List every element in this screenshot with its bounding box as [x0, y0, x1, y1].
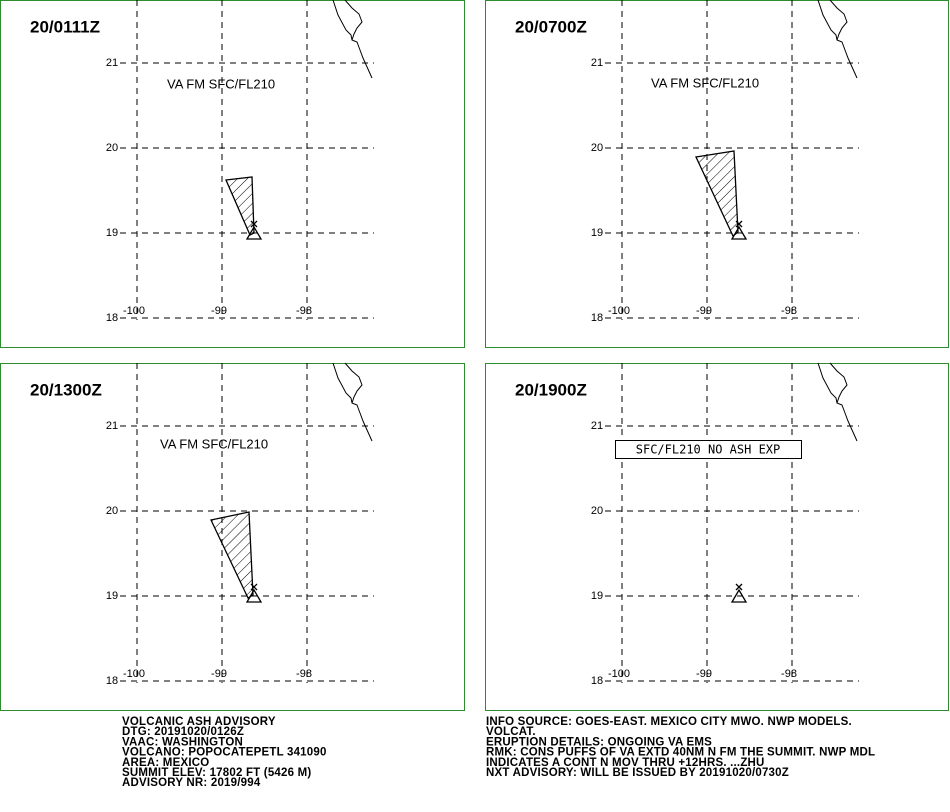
advisory-line: DTG: 20191020/0126Z — [122, 726, 244, 738]
advisory-line: VOLCAT. — [486, 726, 536, 738]
panel-frame — [485, 0, 949, 348]
ash-cloud — [695, 150, 739, 238]
lat-label: 19 — [106, 590, 118, 602]
lon-label: -99 — [211, 305, 227, 317]
lat-label: 19 — [591, 227, 603, 239]
advisory-line: VAAC: WASHINGTON — [122, 736, 243, 748]
panel-frame — [0, 0, 465, 348]
ash-cloud — [210, 511, 254, 599]
map-panel: 21 20 19 18 -100 -99 -98 20/0700Z VA FM SFC/FL21… — [485, 0, 949, 348]
lat-label: 19 — [106, 227, 118, 239]
lat-label: 19 — [591, 590, 603, 602]
lon-label: -99 — [696, 305, 712, 317]
valid-time: 20/0111Z — [30, 17, 100, 36]
advisory-line: NXT ADVISORY: WILL BE ISSUED BY 20191020… — [486, 767, 789, 779]
valid-time: 20/0700Z — [515, 17, 587, 36]
volcano-mark — [250, 220, 258, 228]
advisory-line: ERUPTION DETAILS: ONGOING VA EMS — [486, 736, 712, 748]
lon-label: -100 — [608, 668, 630, 680]
advisory-line: AREA: MEXICO — [122, 757, 209, 769]
volcano-symbol — [730, 225, 748, 240]
lat-label: 21 — [106, 57, 118, 69]
map-panel: 21 20 19 18 -100 -99 -98 20/1300Z VA FM SFC/FL21… — [0, 362, 465, 711]
lat-label: 20 — [106, 142, 118, 154]
lon-label: -100 — [123, 668, 145, 680]
lat-label: 18 — [106, 312, 118, 324]
coastline — [829, 0, 848, 41]
lon-label: -98 — [296, 305, 312, 317]
lat-label: 20 — [591, 142, 603, 154]
panel-frame — [0, 363, 465, 711]
no-ash-label: SFC/FL210 NO ASH EXP — [636, 443, 781, 457]
lon-label: -98 — [296, 668, 312, 680]
lat-label: 18 — [591, 312, 603, 324]
panel-frame — [485, 363, 949, 711]
volcano-symbol — [730, 588, 748, 603]
advisory-line: ADVISORY NR: 2019/994 — [122, 777, 261, 789]
advisory-line: SUMMIT ELEV: 17802 FT (5426 M) — [122, 767, 311, 779]
advisory-line: VOLCANO: POPOCATEPETL 341090 — [122, 747, 327, 759]
map-panel: 21 20 19 18 -100 -99 -98 20/1900Z SFC/FL210 NO A… — [485, 362, 949, 711]
coastline — [344, 362, 363, 404]
lon-label: -99 — [211, 668, 227, 680]
lat-label: 20 — [591, 505, 603, 517]
valid-time: 20/1900Z — [515, 380, 587, 399]
lon-label: -100 — [123, 305, 145, 317]
advisory-line: INFO SOURCE: GOES-EAST. MEXICO CITY MWO.… — [486, 716, 852, 728]
lat-label: 18 — [591, 675, 603, 687]
lon-label: -98 — [781, 668, 797, 680]
volcano-mark — [735, 220, 743, 228]
ash-cloud — [225, 176, 255, 236]
volcano-mark — [250, 583, 258, 591]
lat-label: 21 — [591, 420, 603, 432]
lat-label: 20 — [106, 505, 118, 517]
lat-label: 18 — [106, 675, 118, 687]
valid-time: 20/1300Z — [30, 380, 102, 399]
lon-label: -99 — [696, 668, 712, 680]
advisory-line: VOLCANIC ASH ADVISORY — [122, 716, 276, 728]
lon-label: -98 — [781, 305, 797, 317]
map-panel: 21 20 19 18 -100 -99 -98 20/0111Z VA FM SFC/FL21… — [0, 0, 465, 348]
coastline — [344, 0, 363, 41]
ash-label: VA FM SFC/FL210 — [651, 75, 759, 90]
advisory-line: INDICATES A CONT N MOV THRU +12HRS. ...Z… — [486, 757, 765, 769]
volcano-mark — [735, 583, 743, 591]
lon-label: -100 — [608, 305, 630, 317]
coastline — [829, 362, 848, 404]
ash-label: VA FM SFC/FL210 — [160, 436, 268, 451]
volcano-symbol — [245, 225, 263, 240]
no-ash-box — [615, 440, 802, 459]
lat-label: 21 — [591, 57, 603, 69]
advisory-line: RMK: CONS PUFFS OF VA EXTD 40NM N FM THE… — [486, 747, 875, 759]
lat-label: 21 — [106, 420, 118, 432]
volcano-symbol — [245, 588, 263, 603]
ash-label: VA FM SFC/FL210 — [167, 76, 275, 91]
